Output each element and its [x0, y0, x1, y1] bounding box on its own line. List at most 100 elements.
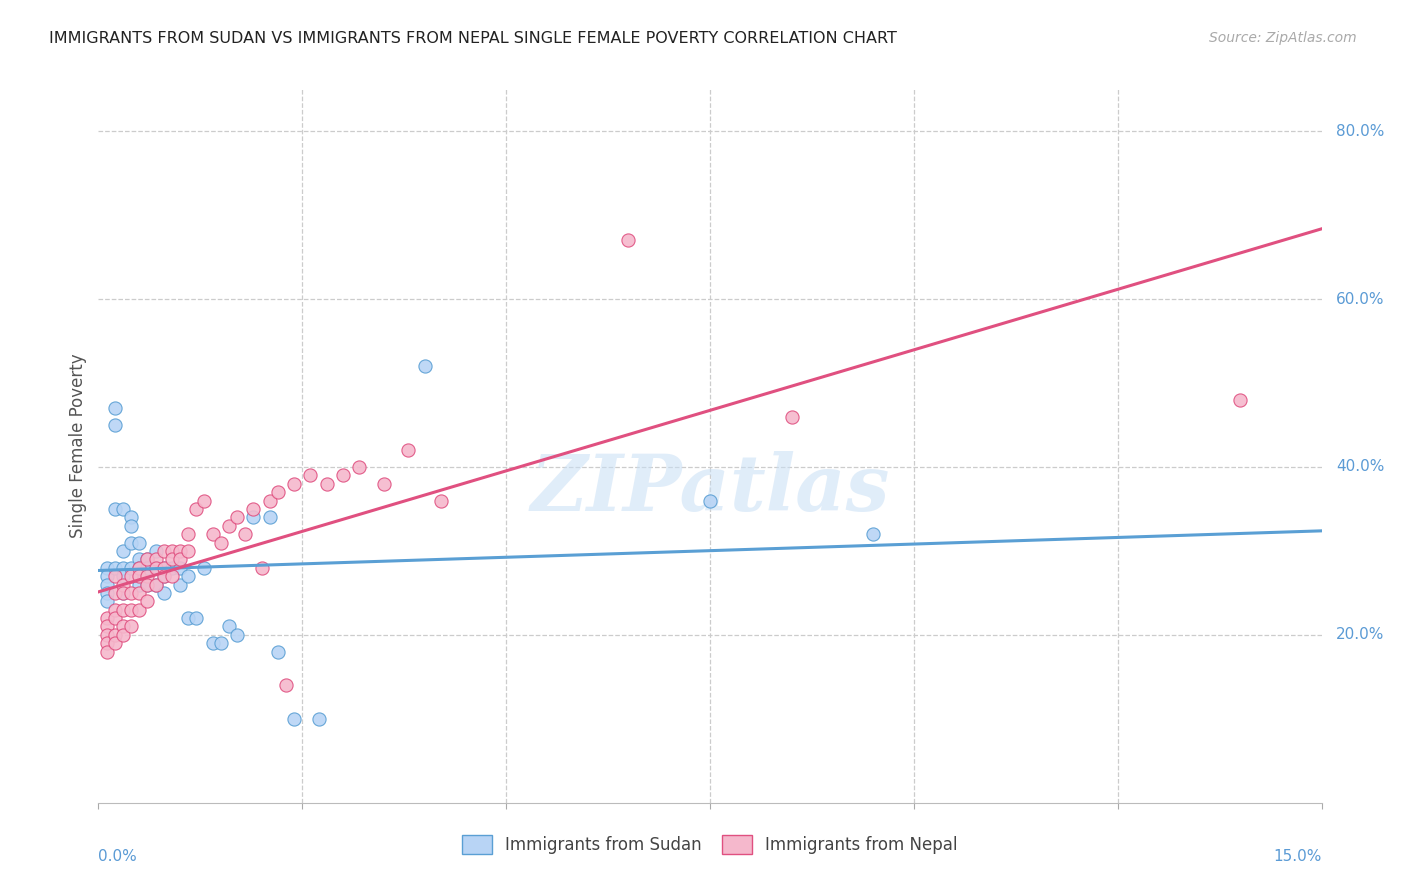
Legend: Immigrants from Sudan, Immigrants from Nepal: Immigrants from Sudan, Immigrants from N… — [454, 826, 966, 863]
Point — [226, 510, 249, 524]
Point — [111, 502, 134, 516]
Point — [96, 560, 118, 574]
Text: IMMIGRANTS FROM SUDAN VS IMMIGRANTS FROM NEPAL SINGLE FEMALE POVERTY CORRELATION: IMMIGRANTS FROM SUDAN VS IMMIGRANTS FROM… — [49, 31, 897, 46]
Point — [349, 460, 371, 475]
Point — [274, 678, 297, 692]
Point — [128, 552, 150, 566]
Point — [104, 417, 127, 432]
Point — [233, 527, 256, 541]
Point — [111, 577, 134, 591]
Point — [267, 645, 290, 659]
Point — [699, 493, 721, 508]
Point — [128, 603, 150, 617]
Point — [218, 518, 240, 533]
Point — [120, 586, 142, 600]
Point — [267, 485, 290, 500]
Point — [413, 359, 436, 374]
Text: 60.0%: 60.0% — [1336, 292, 1385, 307]
Point — [96, 645, 118, 659]
Point — [250, 560, 273, 574]
Point — [145, 577, 167, 591]
Point — [160, 552, 183, 566]
Point — [259, 510, 281, 524]
Point — [145, 544, 167, 558]
Point — [104, 628, 127, 642]
Point — [96, 569, 118, 583]
Point — [169, 544, 191, 558]
Point — [111, 544, 134, 558]
Text: 15.0%: 15.0% — [1274, 849, 1322, 864]
Point — [128, 569, 150, 583]
Point — [152, 544, 174, 558]
Point — [128, 535, 150, 549]
Point — [136, 552, 159, 566]
Point — [218, 619, 240, 633]
Text: 0.0%: 0.0% — [98, 849, 138, 864]
Point — [160, 544, 183, 558]
Point — [209, 535, 232, 549]
Point — [120, 560, 142, 574]
Point — [283, 712, 305, 726]
Point — [430, 493, 453, 508]
Point — [177, 544, 200, 558]
Point — [111, 569, 134, 583]
Point — [160, 560, 183, 574]
Point — [308, 712, 330, 726]
Point — [177, 527, 200, 541]
Point — [145, 552, 167, 566]
Point — [201, 527, 224, 541]
Point — [136, 552, 159, 566]
Point — [120, 569, 142, 583]
Point — [209, 636, 232, 650]
Point — [120, 510, 142, 524]
Point — [120, 603, 142, 617]
Point — [332, 468, 354, 483]
Point — [104, 636, 127, 650]
Y-axis label: Single Female Poverty: Single Female Poverty — [69, 354, 87, 538]
Point — [152, 560, 174, 574]
Point — [145, 560, 167, 574]
Point — [193, 560, 215, 574]
Point — [145, 577, 167, 591]
Point — [299, 468, 322, 483]
Point — [862, 527, 884, 541]
Point — [373, 476, 395, 491]
Point — [111, 586, 134, 600]
Point — [136, 577, 159, 591]
Point — [120, 619, 142, 633]
Point — [104, 603, 127, 617]
Point — [177, 569, 200, 583]
Point — [186, 502, 208, 516]
Point — [96, 619, 118, 633]
Point — [111, 628, 134, 642]
Point — [128, 560, 150, 574]
Point — [111, 586, 134, 600]
Point — [111, 560, 134, 574]
Point — [1229, 392, 1251, 407]
Point — [160, 569, 183, 583]
Point — [226, 628, 249, 642]
Point — [128, 586, 150, 600]
Point — [177, 611, 200, 625]
Point — [617, 233, 640, 247]
Point — [315, 476, 337, 491]
Point — [242, 510, 264, 524]
Point — [169, 552, 191, 566]
Point — [104, 569, 127, 583]
Point — [136, 569, 159, 583]
Point — [193, 493, 215, 508]
Point — [136, 560, 159, 574]
Point — [136, 594, 159, 608]
Point — [152, 569, 174, 583]
Point — [120, 518, 142, 533]
Point — [169, 560, 191, 574]
Point — [152, 569, 174, 583]
Point — [396, 443, 419, 458]
Point — [96, 577, 118, 591]
Point — [104, 586, 127, 600]
Point — [145, 560, 167, 574]
Point — [96, 594, 118, 608]
Point — [780, 409, 803, 424]
Text: 40.0%: 40.0% — [1336, 459, 1385, 475]
Point — [96, 636, 118, 650]
